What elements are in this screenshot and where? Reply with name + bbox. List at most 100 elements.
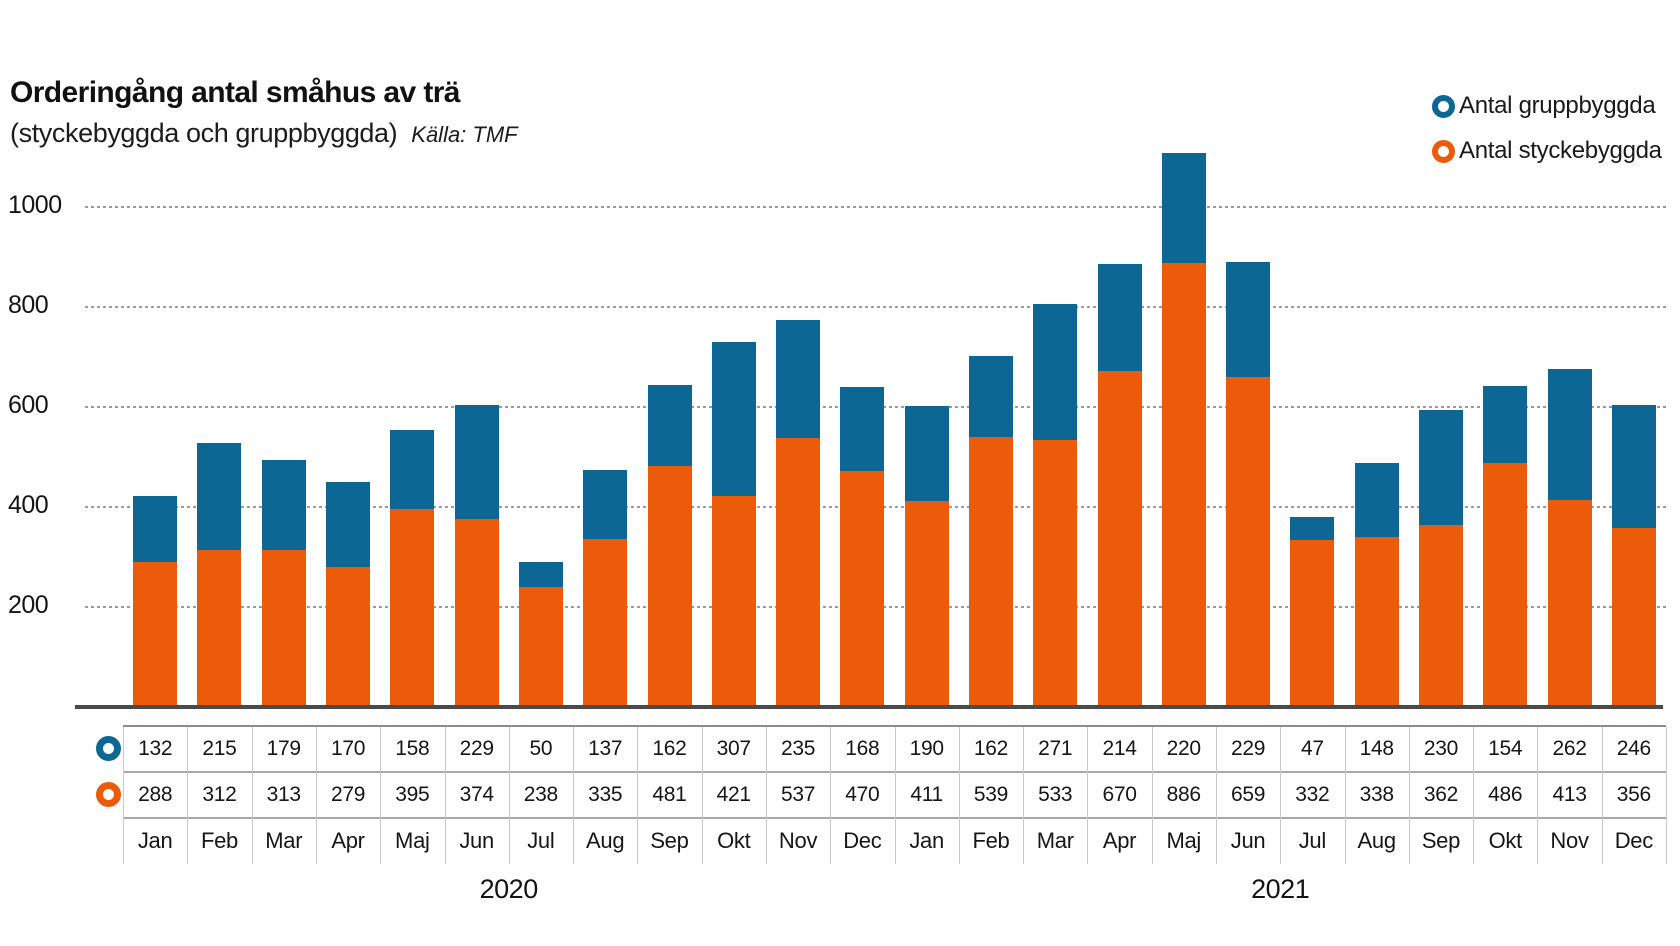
table-cell-styckebyggda-value: 537 [780, 783, 816, 806]
month-label: Jun [459, 828, 494, 853]
table-column-separator [1280, 727, 1282, 864]
table-cell-styckebyggda-value: 338 [1359, 783, 1394, 806]
month-label: Nov [1550, 828, 1589, 853]
legend-item-styckebyggda: Antal styckebyggda [1432, 137, 1662, 165]
table-column-separator [573, 727, 574, 864]
table-column-separator [830, 727, 832, 864]
table-cell-gruppbyggda-value: 168 [845, 737, 880, 760]
table-cell-gruppbyggda-value: 235 [780, 737, 816, 760]
month-label: Mar [265, 828, 303, 853]
bar-segment-gruppbyggda [904, 405, 949, 501]
table-column-separator [637, 727, 639, 864]
table-column-separator [251, 727, 253, 864]
table-column-separator [894, 727, 896, 864]
table-column-separator [444, 727, 446, 864]
bar-segment-styckebyggda [1418, 525, 1463, 706]
chart-subtitle: (styckebyggda och gruppbyggda) [10, 118, 398, 148]
month-label: Jun [1230, 828, 1266, 853]
bar-segment-gruppbyggda [261, 460, 306, 550]
table-cell-styckebyggda-value: 481 [652, 783, 687, 806]
bar-segment-styckebyggda [197, 550, 242, 706]
month-label: Jan [909, 828, 944, 853]
table-column-separator [508, 727, 510, 864]
bar-segment-styckebyggda [583, 538, 628, 706]
legend-label: Antal styckebyggda [1459, 137, 1662, 164]
table-cell-styckebyggda-value: 670 [1102, 783, 1137, 806]
bar-segment-styckebyggda [261, 549, 306, 706]
bar-segment-gruppbyggda [1290, 516, 1335, 540]
legend-label: Antal gruppbyggda [1459, 92, 1656, 119]
table-column-separator [1601, 727, 1603, 864]
month-label: Apr [1102, 828, 1137, 853]
month-label: Sep [1421, 828, 1461, 853]
table-cell-gruppbyggda-value: 246 [1616, 737, 1651, 760]
table-cell-gruppbyggda-value: 190 [909, 737, 944, 760]
table-cell-styckebyggda-value: 313 [266, 783, 301, 806]
legend: Antal gruppbyggda Antal styckebyggda [1432, 92, 1662, 165]
bar-segment-gruppbyggda [647, 384, 692, 466]
table-cell-gruppbyggda-value: 47 [1300, 737, 1324, 760]
table-cell-styckebyggda-value: 886 [1166, 783, 1201, 806]
month-label: Jul [1298, 828, 1327, 853]
table-cell-styckebyggda-value: 279 [330, 783, 366, 806]
month-label: Feb [972, 828, 1010, 853]
bar-segment-gruppbyggda [1547, 368, 1592, 500]
table-cell-styckebyggda-value: 332 [1295, 783, 1330, 806]
bar-segment-styckebyggda [647, 465, 692, 706]
table-cell-gruppbyggda-value: 271 [1038, 737, 1073, 760]
month-label: Nov [778, 828, 818, 853]
month-label: Sep [650, 828, 689, 853]
table-cell-styckebyggda-value: 374 [459, 783, 494, 806]
table-cell-gruppbyggda-value: 220 [1166, 737, 1201, 760]
table-cell-styckebyggda-value: 486 [1488, 783, 1523, 806]
bar-segment-gruppbyggda [133, 496, 178, 562]
table-cell-gruppbyggda-value: 162 [652, 737, 687, 760]
table-column-separator [1151, 727, 1153, 864]
x-axis-line [75, 705, 1663, 709]
month-label: Dec [843, 828, 882, 853]
table-column-separator [1408, 727, 1410, 864]
table-cell-gruppbyggda-value: 214 [1102, 737, 1137, 760]
bar-segment-styckebyggda [1547, 499, 1592, 706]
bar-segment-gruppbyggda [1161, 153, 1206, 263]
table-cell-gruppbyggda-value: 162 [973, 737, 1009, 760]
table-cell-styckebyggda-value: 659 [1230, 783, 1266, 806]
table-column-separator [123, 727, 124, 864]
month-label: Jul [527, 828, 555, 853]
table-cell-styckebyggda-value: 421 [716, 783, 751, 806]
month-label: Aug [586, 828, 625, 853]
bar-segment-styckebyggda [1161, 263, 1206, 706]
bar-segment-gruppbyggda [1097, 264, 1142, 371]
table-cell-styckebyggda-value: 413 [1552, 783, 1587, 806]
table-cell-gruppbyggda-value: 170 [330, 737, 366, 760]
table-horizontal-line [123, 725, 1666, 727]
bar-segment-gruppbyggda [968, 355, 1013, 437]
bar-segment-styckebyggda [776, 437, 820, 706]
table-column-separator [701, 727, 703, 864]
table-cell-gruppbyggda-value: 215 [202, 737, 237, 760]
month-label: Maj [1166, 828, 1202, 853]
bar-segment-gruppbyggda [1226, 262, 1271, 377]
bar-segment-styckebyggda [326, 566, 370, 706]
bar-segment-gruppbyggda [197, 442, 242, 550]
table-cell-gruppbyggda-value: 137 [588, 737, 623, 760]
gridline [85, 206, 1666, 208]
chart-title: Orderingång antal småhus av trä [10, 76, 460, 109]
bar-segment-gruppbyggda [1418, 410, 1463, 525]
bar-segment-styckebyggda [1033, 439, 1078, 706]
bar-segment-gruppbyggda [326, 481, 370, 567]
table-cell-gruppbyggda-value: 158 [395, 737, 430, 760]
table-cell-gruppbyggda-value: 179 [266, 737, 301, 760]
month-label: Feb [200, 828, 238, 853]
table-cell-gruppbyggda-value: 229 [459, 737, 494, 760]
bar-segment-gruppbyggda [776, 320, 820, 438]
table-cell-styckebyggda-value: 288 [138, 783, 173, 806]
bar-segment-gruppbyggda [454, 404, 499, 519]
table-cell-gruppbyggda-value: 132 [138, 737, 173, 760]
table-column-separator [765, 727, 767, 864]
bar-segment-styckebyggda [904, 500, 949, 706]
month-label: Okt [1488, 828, 1523, 853]
y-axis-tick-label: 1000 [8, 190, 62, 219]
month-label: Jan [137, 828, 173, 853]
